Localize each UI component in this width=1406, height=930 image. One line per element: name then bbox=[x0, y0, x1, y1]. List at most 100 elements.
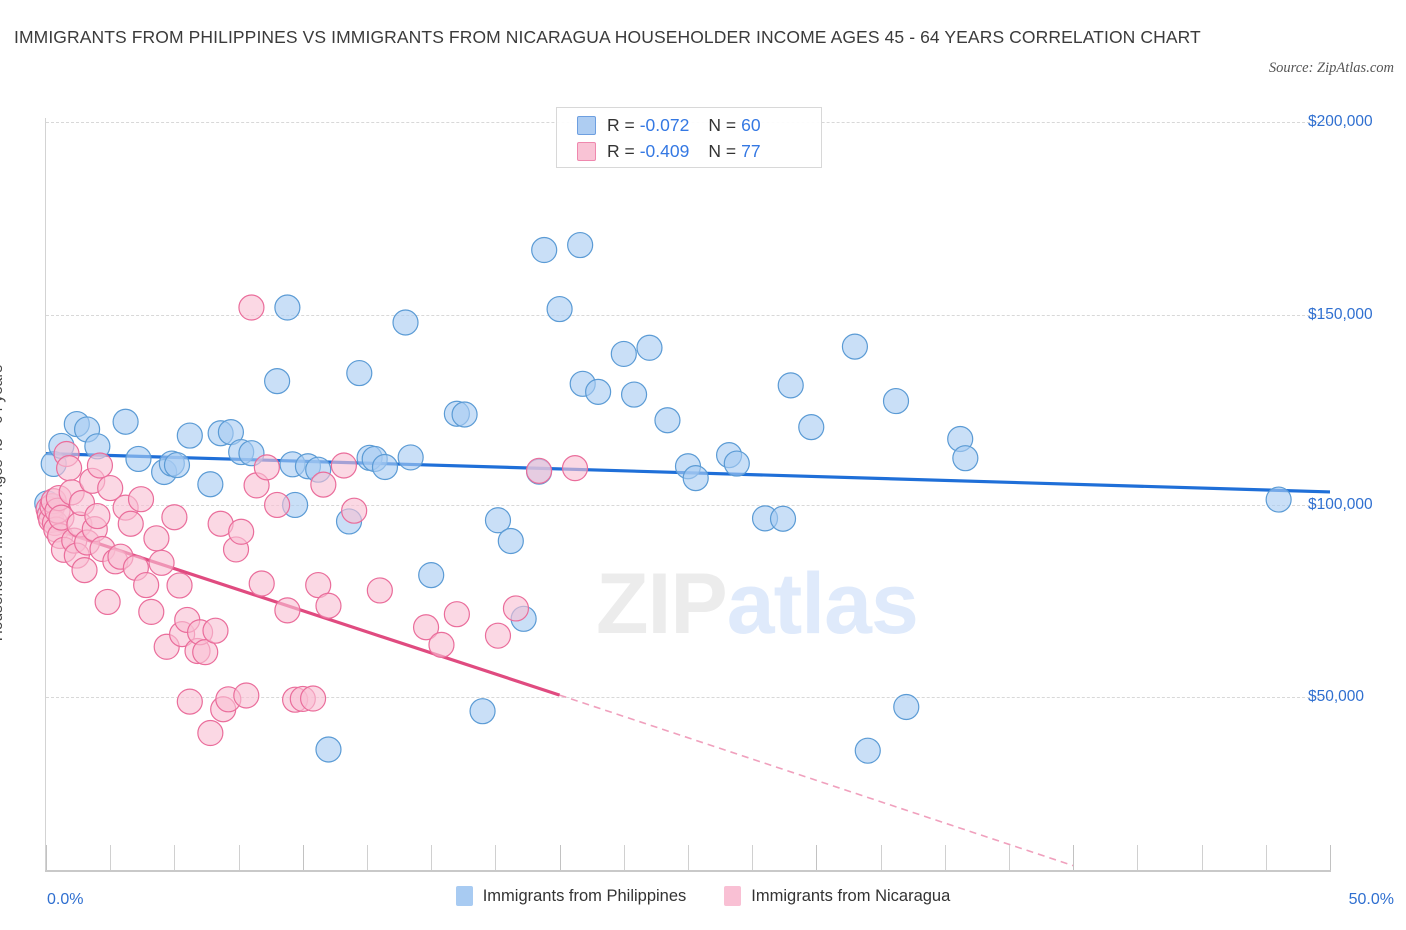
scatter-point[interactable] bbox=[497, 527, 524, 555]
scatter-point[interactable] bbox=[392, 309, 419, 336]
scatter-point[interactable] bbox=[561, 455, 589, 482]
scatter-point[interactable] bbox=[71, 557, 98, 584]
scatter-point[interactable] bbox=[97, 474, 124, 502]
scatter-point[interactable] bbox=[451, 401, 478, 428]
scatter-point[interactable] bbox=[264, 491, 291, 519]
x-axis-line bbox=[45, 870, 1331, 872]
scatter-point[interactable] bbox=[176, 422, 203, 449]
scatter-point[interactable] bbox=[397, 444, 424, 471]
scatter-point[interactable] bbox=[546, 295, 573, 323]
scatter-point[interactable] bbox=[315, 736, 342, 763]
x-axis-tick bbox=[1330, 845, 1331, 870]
plot-area: ZIPatlas bbox=[34, 118, 1331, 870]
scatter-point[interactable] bbox=[1265, 486, 1292, 513]
legend-r-value-pink: -0.409 bbox=[639, 140, 690, 161]
x-axis-tick bbox=[944, 845, 946, 870]
scatter-point[interactable] bbox=[248, 570, 275, 597]
scatter-point[interactable] bbox=[469, 698, 496, 725]
scatter-point[interactable] bbox=[94, 588, 121, 616]
series-swatch-philippines bbox=[455, 886, 473, 906]
scatter-point[interactable] bbox=[192, 639, 219, 666]
scatter-point[interactable] bbox=[636, 334, 663, 361]
x-axis-tick bbox=[46, 845, 47, 870]
scatter-point[interactable] bbox=[525, 457, 553, 484]
scatter-point[interactable] bbox=[197, 719, 224, 747]
scatter-point[interactable] bbox=[346, 359, 373, 387]
scatter-point[interactable] bbox=[585, 378, 612, 405]
scatter-point[interactable] bbox=[310, 471, 337, 498]
scatter-point[interactable] bbox=[117, 510, 144, 537]
scatter-point[interactable] bbox=[112, 408, 139, 435]
scatter-point[interactable] bbox=[197, 471, 224, 498]
scatter-point[interactable] bbox=[654, 407, 681, 434]
scatter-point[interactable] bbox=[86, 452, 114, 479]
page-title: IMMIGRANTS FROM PHILIPPINES VS IMMIGRANT… bbox=[14, 27, 1201, 47]
scatter-point[interactable] bbox=[841, 333, 869, 360]
scatter-point[interactable] bbox=[882, 387, 910, 415]
scatter-point[interactable] bbox=[56, 455, 83, 482]
y-tick-label-100000: $100,000 bbox=[1308, 496, 1373, 513]
scatter-point[interactable] bbox=[133, 571, 160, 599]
scatter-point[interactable] bbox=[163, 451, 191, 479]
scatter-point[interactable] bbox=[264, 368, 291, 395]
scatter-point[interactable] bbox=[315, 592, 342, 619]
scatter-point[interactable] bbox=[138, 598, 165, 625]
scatter-point[interactable] bbox=[148, 549, 175, 576]
gridline-50000 bbox=[46, 697, 1330, 698]
scatter-point[interactable] bbox=[366, 577, 393, 604]
scatter-point[interactable] bbox=[299, 685, 327, 712]
x-axis-max-label: 50.0% bbox=[1348, 891, 1394, 908]
scatter-point[interactable] bbox=[893, 693, 920, 721]
series-legend-nicaragua[interactable]: Immigrants from Nicaragua bbox=[724, 886, 950, 906]
scatter-point[interactable] bbox=[341, 497, 368, 524]
scatter-point[interactable] bbox=[777, 372, 804, 399]
scatter-point[interactable] bbox=[723, 450, 750, 477]
scatter-point[interactable] bbox=[238, 294, 265, 321]
scatter-point[interactable] bbox=[166, 572, 193, 599]
legend-n-value-pink: 77 bbox=[741, 140, 761, 161]
scatter-point[interactable] bbox=[769, 505, 797, 532]
y-tick-label-200000: $200,000 bbox=[1308, 113, 1373, 130]
scatter-point[interactable] bbox=[418, 562, 445, 589]
scatter-point[interactable] bbox=[161, 504, 188, 531]
legend-n-label-pink: N = bbox=[708, 140, 737, 161]
scatter-point[interactable] bbox=[202, 617, 229, 644]
scatter-point[interactable] bbox=[127, 486, 155, 513]
scatter-point[interactable] bbox=[125, 445, 152, 473]
scatter-point[interactable] bbox=[484, 622, 512, 649]
scatter-point[interactable] bbox=[443, 601, 470, 628]
gridline-100000 bbox=[46, 505, 1330, 506]
scatter-point[interactable] bbox=[253, 454, 280, 481]
scatter-point[interactable] bbox=[330, 452, 357, 479]
x-axis-tick bbox=[367, 845, 368, 870]
scatter-point[interactable] bbox=[952, 445, 979, 472]
correlation-legend: R = -0.072 N = 60 R = -0.409 N = 77 bbox=[556, 107, 822, 168]
scatter-point[interactable] bbox=[176, 688, 203, 715]
scatter-point[interactable] bbox=[620, 381, 648, 408]
scatter-point[interactable] bbox=[610, 340, 637, 368]
x-axis-tick bbox=[752, 845, 754, 870]
legend-n-label-blue: N = bbox=[708, 114, 737, 135]
scatter-point[interactable] bbox=[854, 737, 881, 764]
scatter-point[interactable] bbox=[531, 236, 558, 264]
scatter-point[interactable] bbox=[84, 502, 111, 530]
scatter-point[interactable] bbox=[682, 465, 709, 492]
series-legend-philippines[interactable]: Immigrants from Philippines bbox=[455, 886, 686, 906]
scatter-point[interactable] bbox=[428, 631, 455, 658]
scatter-point[interactable] bbox=[143, 525, 170, 552]
scatter-point[interactable] bbox=[274, 294, 301, 321]
x-axis-tick bbox=[302, 845, 304, 870]
scatter-point[interactable] bbox=[233, 682, 260, 709]
trend-line-extension bbox=[559, 694, 1074, 867]
scatter-point[interactable] bbox=[274, 597, 301, 624]
scatter-point[interactable] bbox=[567, 231, 594, 259]
scatter-point[interactable] bbox=[502, 595, 530, 622]
scatter-point[interactable] bbox=[305, 571, 332, 599]
scatter-point[interactable] bbox=[371, 453, 399, 481]
scatter-point[interactable] bbox=[798, 414, 825, 441]
scatter-point[interactable] bbox=[484, 507, 512, 534]
scatter-point[interactable] bbox=[228, 518, 255, 545]
scatter-point[interactable] bbox=[412, 614, 440, 641]
x-axis-tick bbox=[174, 845, 176, 870]
x-axis-min-label: 0.0% bbox=[47, 891, 84, 908]
